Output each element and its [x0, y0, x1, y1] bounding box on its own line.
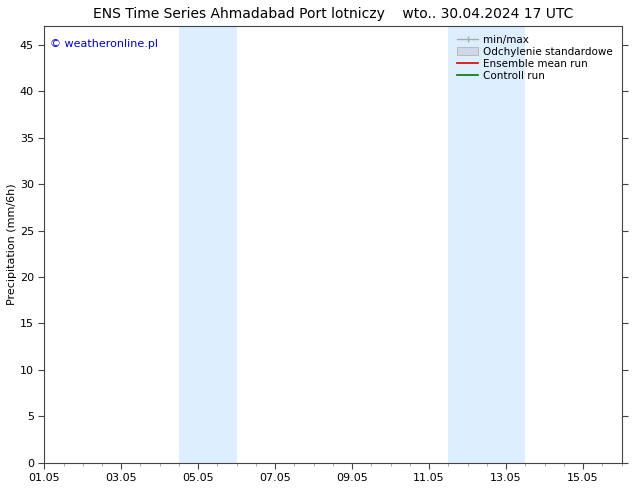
Bar	[448, 26, 526, 463]
Bar	[179, 26, 236, 463]
Legend: min/max, Odchylenie standardowe, Ensemble mean run, Controll run: min/max, Odchylenie standardowe, Ensembl…	[454, 31, 616, 84]
Text: © weatheronline.pl: © weatheronline.pl	[50, 39, 158, 49]
Y-axis label: Precipitation (mm/6h): Precipitation (mm/6h)	[7, 184, 17, 305]
Title: ENS Time Series Ahmadabad Port lotniczy    wto.. 30.04.2024 17 UTC: ENS Time Series Ahmadabad Port lotniczy …	[93, 7, 573, 21]
